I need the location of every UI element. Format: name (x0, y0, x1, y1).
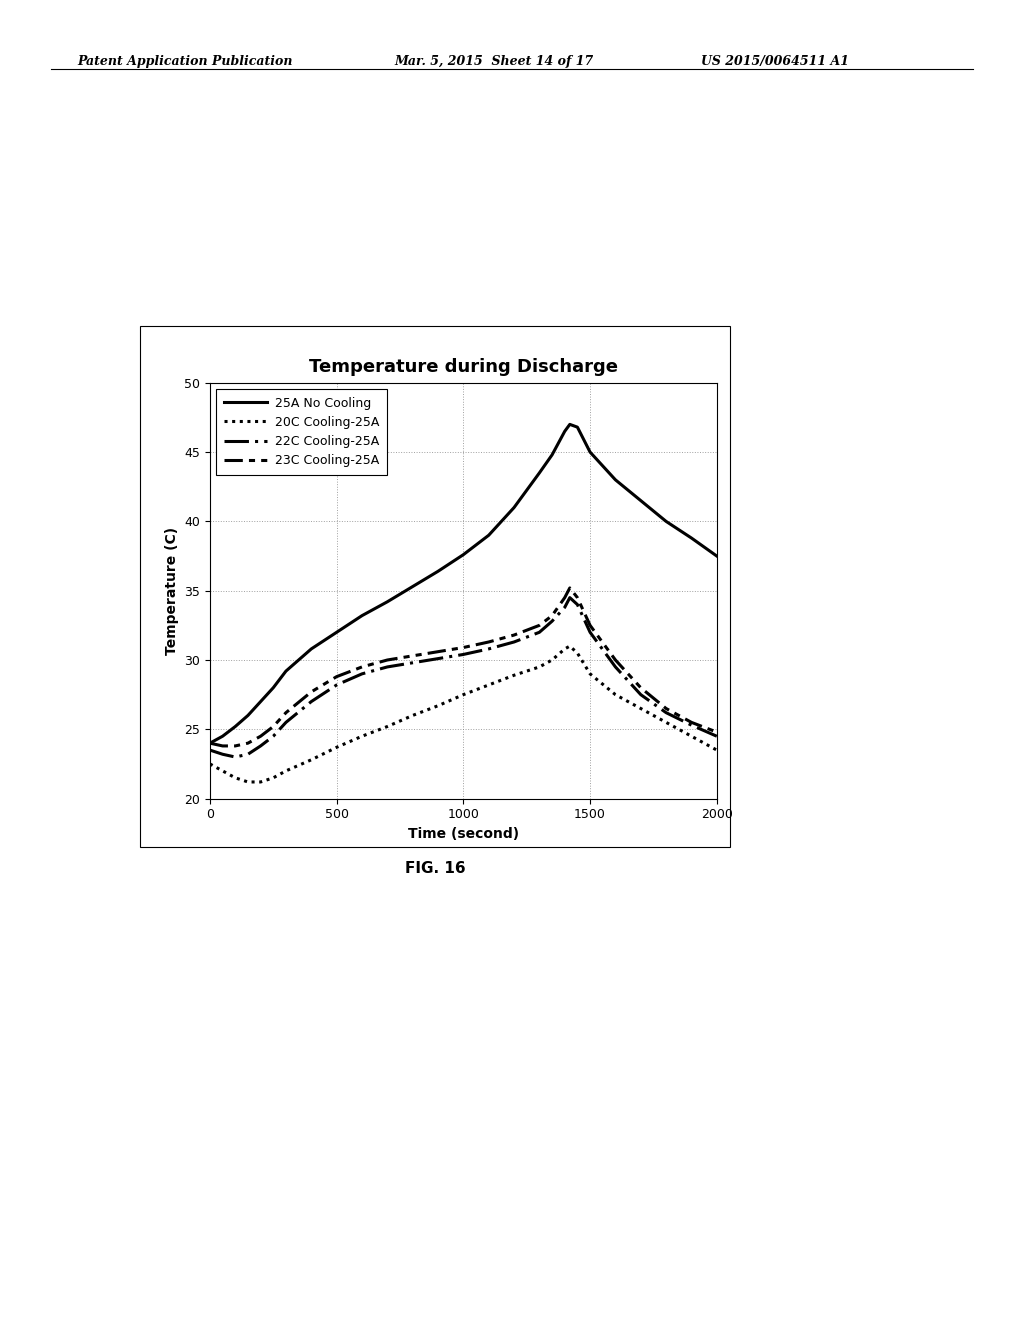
Text: Mar. 5, 2015  Sheet 14 of 17: Mar. 5, 2015 Sheet 14 of 17 (394, 55, 594, 69)
X-axis label: Time (second): Time (second) (408, 826, 519, 841)
Legend: 25A No Cooling, 20C Cooling-25A, 22C Cooling-25A, 23C Cooling-25A: 25A No Cooling, 20C Cooling-25A, 22C Coo… (216, 389, 387, 475)
Title: Temperature during Discharge: Temperature during Discharge (309, 358, 617, 376)
Text: FIG. 16: FIG. 16 (404, 861, 466, 875)
Text: Patent Application Publication: Patent Application Publication (77, 55, 292, 69)
Text: US 2015/0064511 A1: US 2015/0064511 A1 (701, 55, 850, 69)
Y-axis label: Temperature (C): Temperature (C) (165, 527, 178, 655)
